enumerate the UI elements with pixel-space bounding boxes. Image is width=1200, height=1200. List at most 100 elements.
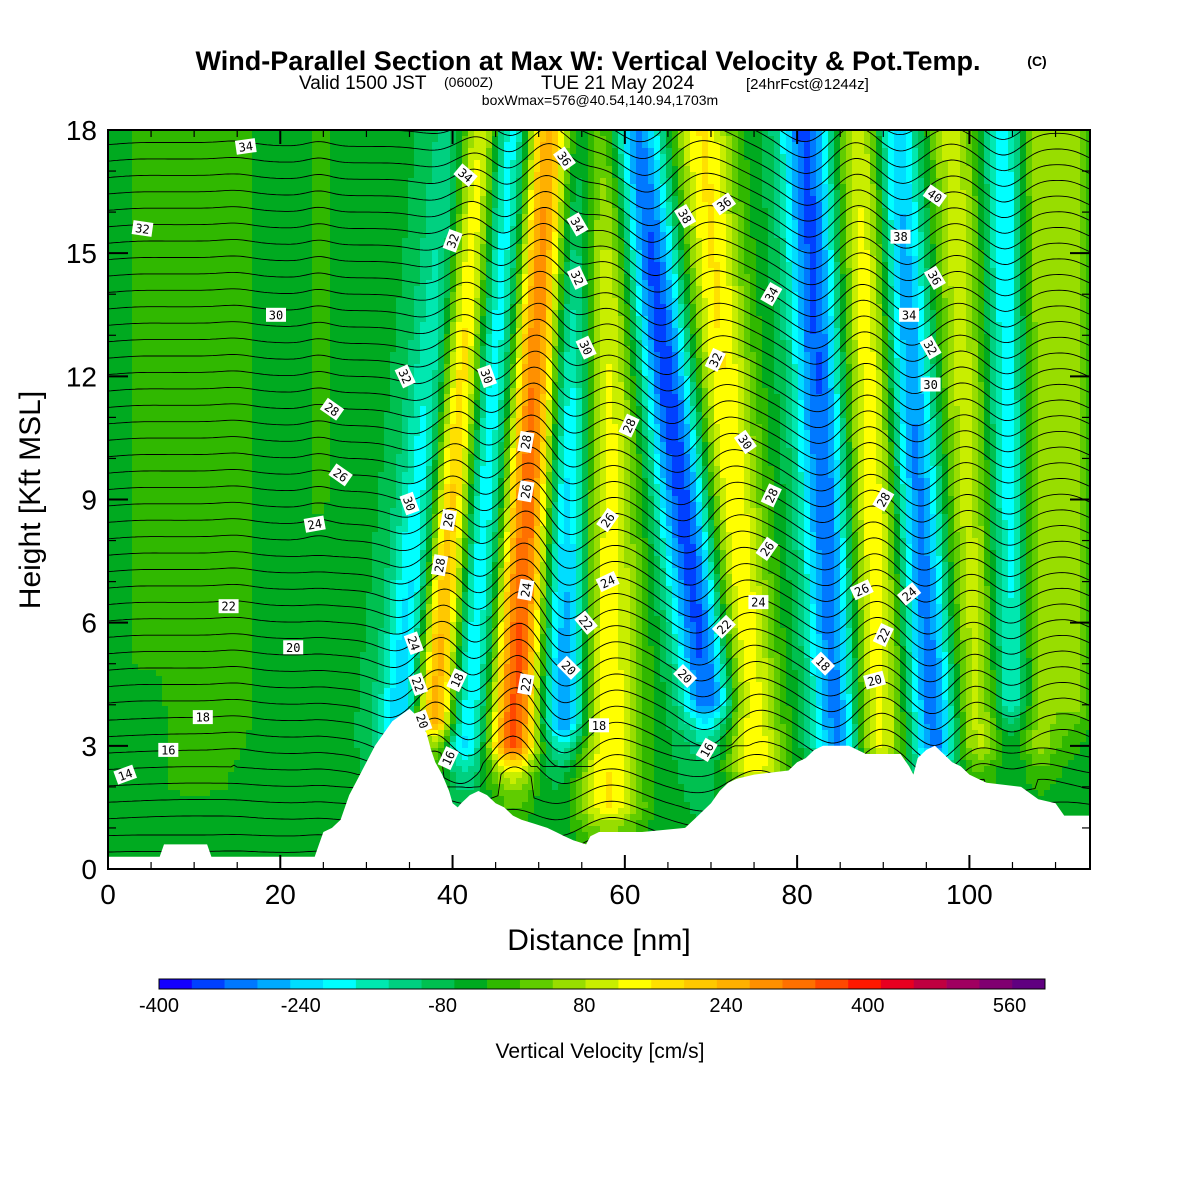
field-cell: [174, 160, 181, 167]
field-cell: [534, 136, 541, 143]
field-cell: [1062, 154, 1069, 161]
field-cell: [606, 178, 613, 185]
field-cell: [1056, 190, 1063, 197]
field-cell: [726, 298, 733, 305]
field-cell: [744, 202, 751, 209]
field-cell: [1014, 298, 1021, 305]
field-cell: [282, 232, 289, 239]
field-cell: [132, 250, 139, 257]
field-cell: [1044, 262, 1051, 269]
field-cell: [474, 154, 481, 161]
field-cell: [642, 286, 649, 293]
field-cell: [702, 172, 709, 179]
field-cell: [942, 298, 949, 305]
field-cell: [234, 166, 241, 173]
field-cell: [294, 184, 301, 191]
field-cell: [840, 196, 847, 203]
field-cell: [474, 262, 481, 269]
field-cell: [300, 184, 307, 191]
field-cell: [1038, 136, 1045, 143]
field-cell: [1032, 220, 1039, 227]
field-cell: [654, 160, 661, 167]
field-cell: [516, 280, 523, 287]
field-cell: [552, 160, 559, 167]
field-cell: [444, 142, 451, 149]
field-cell: [144, 202, 151, 209]
field-cell: [564, 250, 571, 257]
field-cell: [594, 298, 601, 305]
field-cell: [834, 190, 841, 197]
field-cell: [624, 154, 631, 161]
field-cell: [564, 274, 571, 281]
field-cell: [684, 172, 691, 179]
field-cell: [390, 142, 397, 149]
field-cell: [606, 304, 613, 311]
field-cell: [582, 184, 589, 191]
field-cell: [1068, 202, 1075, 209]
field-cell: [828, 292, 835, 299]
field-cell: [894, 214, 901, 221]
field-cell: [600, 190, 607, 197]
field-cell: [300, 220, 307, 227]
field-cell: [984, 304, 991, 311]
field-cell: [546, 268, 553, 275]
field-cell: [336, 226, 343, 233]
field-cell: [354, 190, 361, 197]
field-cell: [138, 190, 145, 197]
field-cell: [648, 262, 655, 269]
field-cell: [210, 304, 217, 311]
field-cell: [408, 214, 415, 221]
field-cell: [240, 232, 247, 239]
field-cell: [792, 238, 799, 245]
field-cell: [204, 160, 211, 167]
field-cell: [1044, 274, 1051, 281]
field-cell: [810, 196, 817, 203]
field-cell: [774, 274, 781, 281]
field-cell: [342, 238, 349, 245]
field-cell: [372, 184, 379, 191]
field-cell: [918, 208, 925, 215]
field-cell: [840, 262, 847, 269]
field-cell: [648, 292, 655, 299]
field-cell: [600, 214, 607, 221]
field-cell: [384, 250, 391, 257]
field-cell: [180, 178, 187, 185]
field-cell: [582, 160, 589, 167]
field-cell: [138, 304, 145, 311]
field-cell: [876, 256, 883, 263]
field-cell: [702, 184, 709, 191]
field-cell: [588, 196, 595, 203]
field-cell: [186, 148, 193, 155]
field-cell: [426, 250, 433, 257]
field-cell: [594, 190, 601, 197]
field-cell: [648, 130, 655, 137]
field-cell: [360, 292, 367, 299]
field-cell: [114, 178, 121, 185]
field-cell: [516, 196, 523, 203]
field-cell: [396, 184, 403, 191]
field-cell: [828, 244, 835, 251]
field-cell: [960, 286, 967, 293]
field-cell: [210, 262, 217, 269]
field-cell: [708, 136, 715, 143]
field-cell: [654, 262, 661, 269]
field-cell: [126, 244, 133, 251]
field-cell: [540, 160, 547, 167]
field-cell: [612, 154, 619, 161]
field-cell: [1002, 202, 1009, 209]
field-cell: [144, 298, 151, 305]
field-cell: [240, 250, 247, 257]
field-cell: [642, 148, 649, 155]
field-cell: [870, 190, 877, 197]
field-cell: [744, 292, 751, 299]
field-cell: [876, 220, 883, 227]
field-cell: [918, 142, 925, 149]
field-cell: [546, 232, 553, 239]
field-cell: [468, 268, 475, 275]
field-cell: [318, 232, 325, 239]
field-cell: [408, 142, 415, 149]
field-cell: [414, 160, 421, 167]
field-cell: [732, 142, 739, 149]
field-cell: [756, 304, 763, 311]
field-cell: [474, 292, 481, 299]
